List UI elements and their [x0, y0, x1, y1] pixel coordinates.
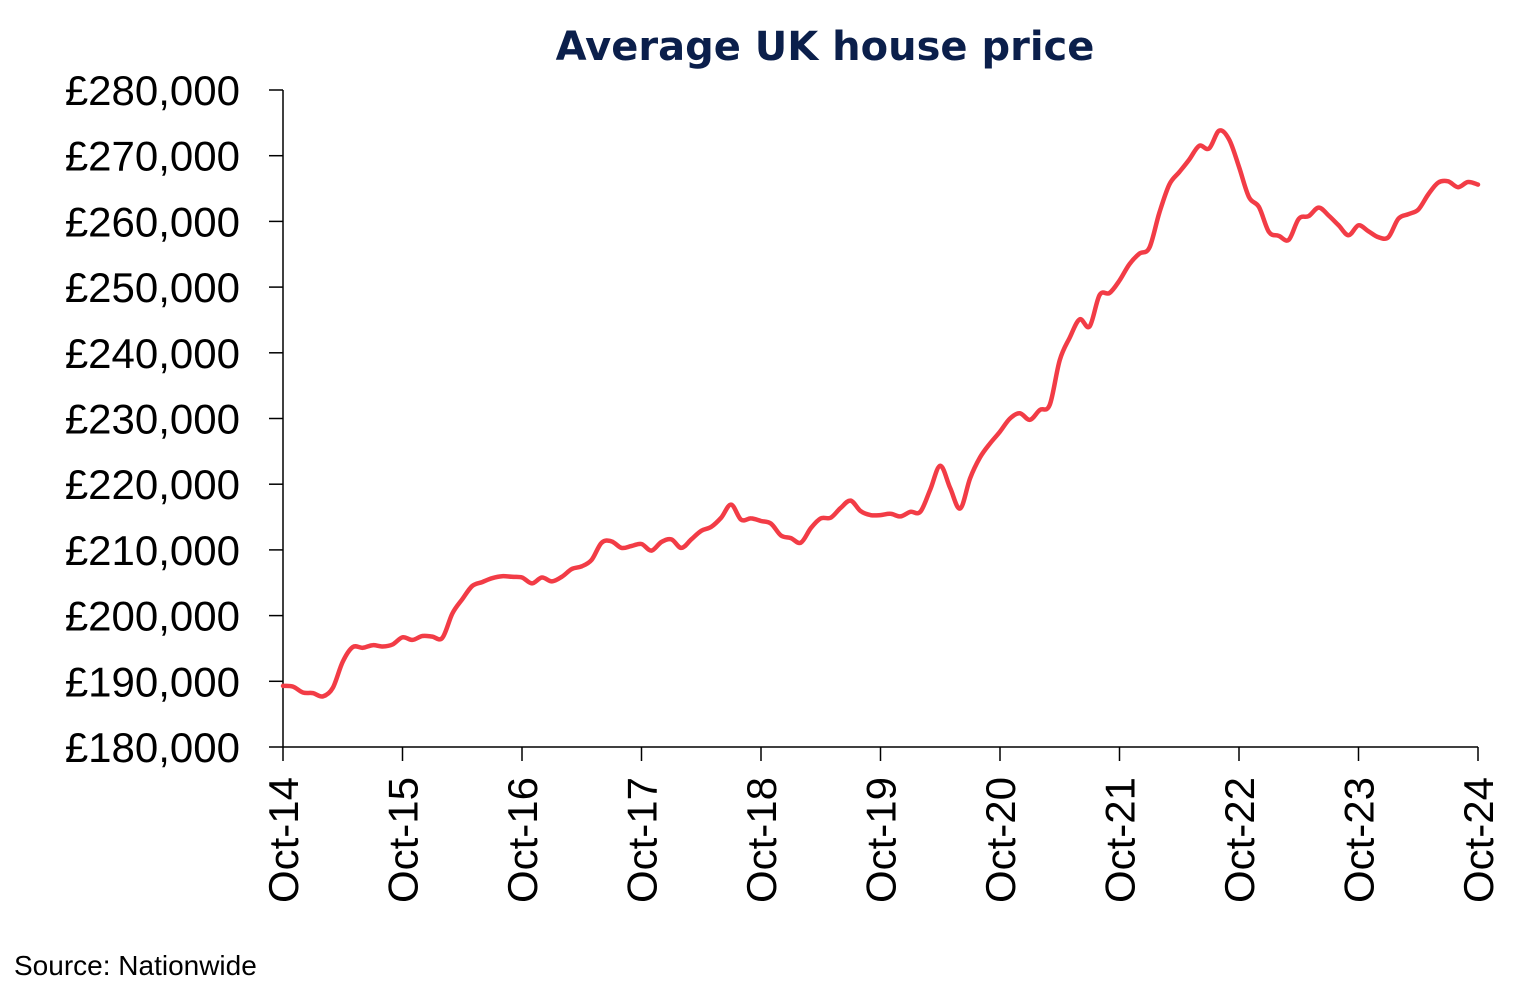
price-series-line	[280, 128, 1481, 699]
x-tick-label: Oct-20	[977, 777, 1024, 903]
y-tick-label: £280,000	[65, 67, 240, 114]
x-tick-label: Oct-16	[499, 777, 546, 903]
chart-title: Average UK house price	[556, 24, 1095, 70]
x-tick-label: Oct-17	[619, 777, 666, 903]
y-tick-label: £200,000	[65, 593, 240, 640]
x-axis: Oct-14 Oct-15 Oct-16 Oct-17 Oct-18 Oct-19 Oct-…	[260, 746, 1502, 903]
series-layer	[280, 128, 1481, 699]
y-tick-label: £260,000	[65, 198, 240, 245]
y-tick-label: £180,000	[65, 724, 240, 771]
x-tick-label: Oct-19	[858, 777, 905, 903]
y-tick-label: £220,000	[65, 461, 240, 508]
y-tick-label: £240,000	[65, 330, 240, 377]
x-tick-label: Oct-14	[260, 777, 307, 903]
x-tick-label: Oct-22	[1216, 777, 1263, 903]
y-tick-label: £230,000	[65, 396, 240, 443]
x-tick-label: Oct-23	[1336, 777, 1383, 903]
x-tick-label: Oct-21	[1097, 777, 1144, 903]
x-tick-label: Oct-15	[380, 777, 427, 903]
y-axis: £180,000 £190,000 £200,000 £210,000 £220,000…	[65, 67, 284, 771]
x-tick-label: Oct-24	[1455, 777, 1502, 903]
y-tick-label: £190,000	[65, 658, 240, 705]
x-tick-label: Oct-18	[738, 777, 785, 903]
y-tick-label: £210,000	[65, 527, 240, 574]
y-tick-label: £250,000	[65, 264, 240, 311]
y-tick-label: £270,000	[65, 133, 240, 180]
source-note: Source: Nationwide	[14, 950, 257, 981]
